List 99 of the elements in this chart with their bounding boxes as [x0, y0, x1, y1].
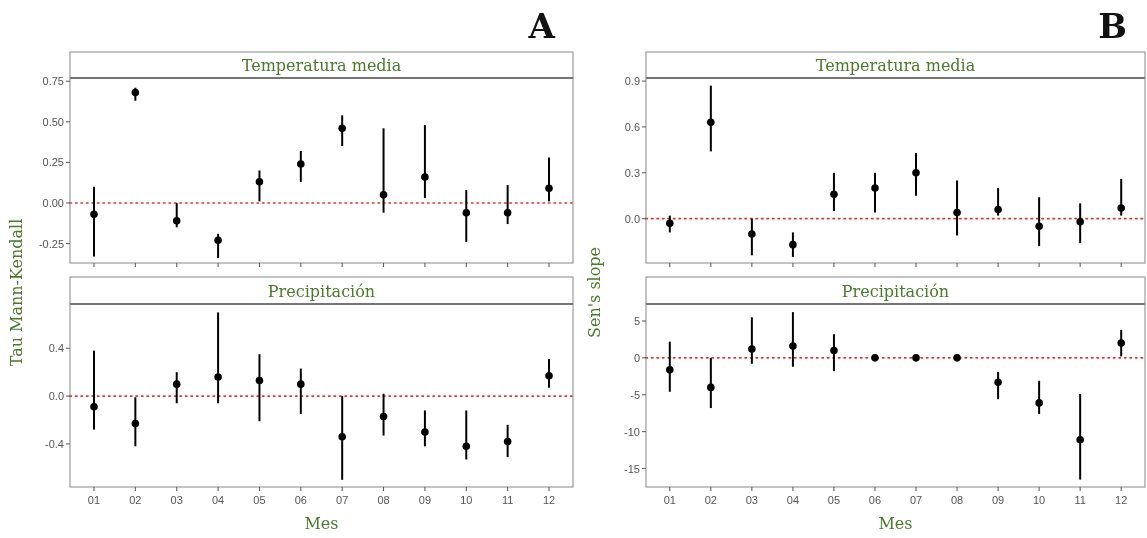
y-tick-label: 0.0	[48, 390, 64, 403]
chart-title: Precipitación	[841, 281, 950, 301]
x-tick-label: 07	[336, 494, 349, 506]
point	[214, 373, 222, 381]
x-tick-label: 03	[170, 494, 183, 506]
point	[707, 118, 715, 127]
x-tick-label: 06	[294, 494, 307, 506]
x-tick-label: 10	[1033, 494, 1046, 506]
x-tick-label: 01	[663, 494, 676, 506]
point	[131, 419, 140, 428]
point	[871, 354, 879, 362]
point	[379, 412, 388, 421]
point	[1035, 222, 1043, 231]
point	[131, 88, 140, 97]
point	[707, 383, 715, 392]
x-tick-label: 05	[827, 494, 841, 506]
point	[953, 208, 961, 217]
point	[255, 376, 264, 385]
x-tick-label: 09	[418, 494, 432, 506]
point	[297, 160, 305, 168]
point	[1035, 399, 1043, 407]
point	[1117, 204, 1125, 212]
point	[379, 191, 388, 199]
y-tick-label: 0.50	[42, 115, 64, 128]
point	[421, 428, 429, 436]
y-tick-label: 0.9	[624, 75, 640, 88]
point	[830, 346, 838, 355]
y-tick-label: -15	[624, 462, 640, 475]
x-tick-label: 04	[211, 494, 225, 506]
y-tick-label: 0.0	[624, 212, 640, 225]
y-tick-label: 0.4	[48, 342, 64, 355]
point	[172, 217, 181, 225]
point	[748, 345, 756, 353]
point	[338, 124, 346, 133]
x-tick-label: 08	[950, 494, 964, 506]
x-tick-label: 12	[542, 494, 556, 506]
chart-title: Precipitación	[267, 281, 376, 301]
point	[90, 403, 98, 411]
x-tick-label: 12	[1115, 494, 1128, 506]
y-axis-title: Tau Mann-Kendall	[7, 218, 26, 367]
point	[214, 236, 222, 245]
chart-title: Temperatura media	[815, 56, 976, 75]
x-axis-title: Mes	[878, 514, 913, 533]
y-tick-label: -0.25	[38, 237, 64, 250]
point	[338, 432, 346, 441]
point	[545, 184, 553, 193]
text: B	[1098, 6, 1127, 46]
point	[994, 205, 1002, 214]
point	[994, 378, 1002, 386]
y-tick-label: 0.3	[624, 166, 640, 179]
point	[666, 365, 674, 374]
y-tick-label: -10	[624, 425, 640, 438]
y-tick-label: -5	[630, 388, 640, 401]
y-tick-label: -0.4	[45, 437, 64, 450]
y-axis-title: Sen's slope	[585, 246, 604, 339]
point	[255, 178, 264, 186]
x-tick-label: 09	[991, 494, 1005, 506]
point	[297, 380, 305, 388]
point	[172, 380, 181, 388]
point	[871, 184, 879, 192]
point	[90, 210, 98, 219]
y-tick-label: 0.25	[42, 156, 64, 169]
point	[503, 208, 512, 217]
x-tick-label: 02	[129, 494, 142, 506]
point	[789, 240, 797, 249]
y-tick-label: 5	[633, 314, 640, 327]
point	[953, 354, 961, 362]
x-tick-label: 08	[377, 494, 390, 506]
x-tick-label: 04	[786, 494, 800, 506]
x-tick-label: 11	[1074, 494, 1086, 506]
point	[462, 442, 471, 451]
point	[666, 219, 674, 228]
x-tick-label: 05	[253, 494, 266, 506]
x-tick-label: 11	[501, 494, 514, 506]
point	[1117, 339, 1125, 347]
x-tick-label: 10	[460, 494, 473, 506]
y-tick-label: 0	[633, 351, 640, 364]
point	[1076, 217, 1084, 226]
y-tick-label: 0.00	[42, 196, 64, 209]
point	[1076, 436, 1084, 444]
x-tick-label: 06	[868, 494, 882, 506]
y-tick-label: 0.75	[42, 75, 64, 88]
chart-title: Temperatura media	[241, 56, 402, 75]
point	[912, 354, 920, 362]
x-tick-label: 02	[704, 494, 717, 506]
point	[421, 173, 429, 181]
x-tick-label: 01	[87, 494, 101, 506]
point	[503, 437, 512, 446]
point	[462, 208, 471, 217]
x-tick-label: 07	[909, 494, 923, 506]
point	[789, 342, 797, 350]
text: A	[527, 6, 556, 46]
x-axis-title: Mes	[304, 514, 339, 533]
y-tick-label: 0.6	[624, 120, 640, 133]
point	[545, 371, 553, 380]
point	[830, 190, 838, 198]
x-tick-label: 03	[745, 494, 758, 506]
point	[912, 169, 920, 177]
point	[748, 230, 756, 238]
